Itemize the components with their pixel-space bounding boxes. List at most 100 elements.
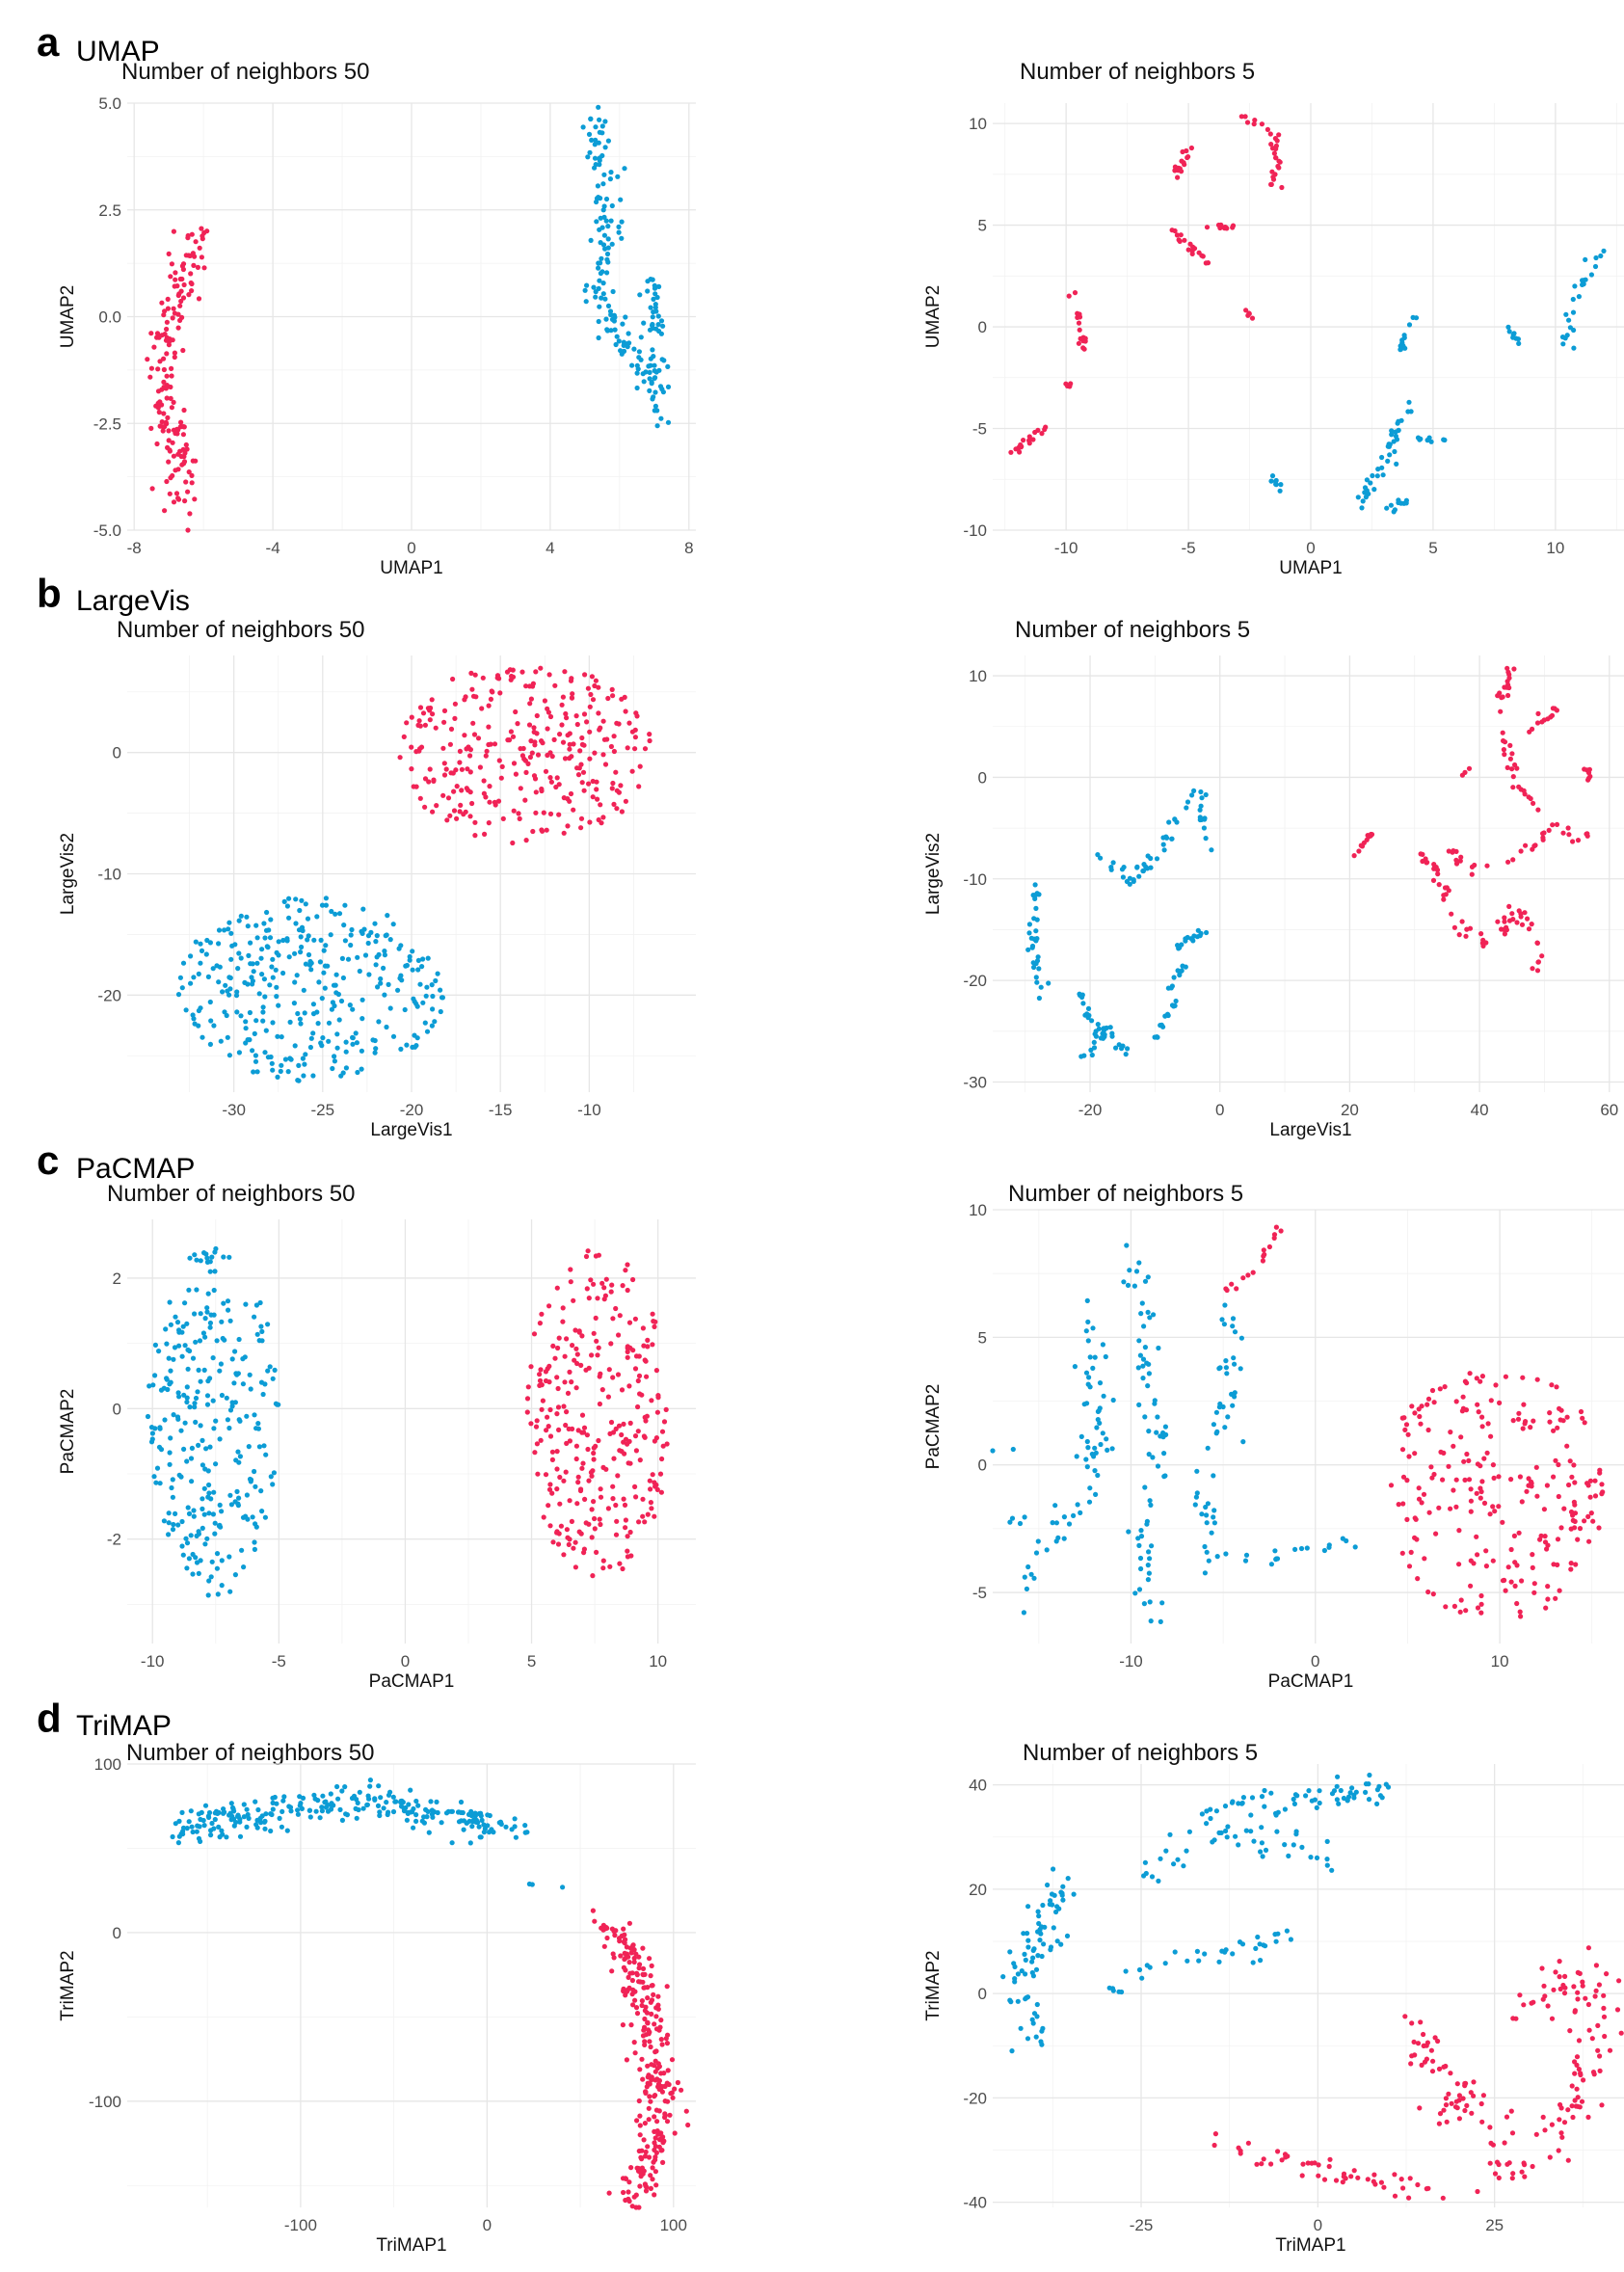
- data-point: [1396, 428, 1401, 434]
- data-point: [1293, 1829, 1299, 1834]
- data-point: [182, 1300, 188, 1306]
- data-point: [1557, 1974, 1562, 1980]
- data-point: [653, 2014, 659, 2019]
- data-point: [398, 1046, 404, 1052]
- data-point: [1268, 1562, 1274, 1567]
- data-point: [608, 170, 614, 175]
- data-point: [588, 691, 594, 698]
- data-point: [653, 1368, 660, 1374]
- data-point: [298, 934, 304, 940]
- data-point: [564, 1527, 571, 1533]
- y-tick-label: 2.5: [98, 201, 121, 220]
- data-point: [616, 1332, 622, 1338]
- data-point: [219, 1828, 225, 1833]
- data-point: [1570, 2114, 1576, 2121]
- data-point: [602, 296, 608, 302]
- data-point: [590, 697, 597, 703]
- data-point: [175, 496, 182, 502]
- data-point: [1008, 449, 1014, 455]
- data-point: [669, 2057, 676, 2063]
- data-point: [1468, 1486, 1474, 1492]
- data-point: [1078, 1510, 1083, 1515]
- data-point: [1404, 1516, 1410, 1522]
- data-point: [467, 747, 473, 753]
- y-tick-label: 10: [969, 667, 987, 685]
- data-point: [1479, 1424, 1485, 1430]
- data-point: [353, 1805, 359, 1811]
- data-point: [193, 458, 199, 464]
- data-point: [602, 145, 608, 150]
- data-point: [1101, 1393, 1106, 1399]
- data-point: [1424, 2186, 1429, 2192]
- data-point: [260, 1004, 266, 1010]
- data-point: [626, 1383, 632, 1389]
- data-point: [653, 308, 659, 314]
- data-point: [647, 737, 652, 744]
- data-point: [592, 1526, 598, 1532]
- data-point: [1575, 1537, 1581, 1542]
- data-point: [621, 1421, 626, 1427]
- y-tick-label: 0: [978, 318, 987, 336]
- data-point: [1504, 665, 1510, 671]
- data-point: [170, 1494, 175, 1500]
- y-tick-label: -10: [963, 521, 987, 540]
- data-point: [238, 1013, 244, 1019]
- data-point: [421, 1814, 427, 1820]
- data-point: [201, 1485, 207, 1491]
- data-point: [420, 956, 426, 962]
- data-point: [1138, 1311, 1144, 1317]
- data-point: [1071, 1512, 1077, 1518]
- data-point: [613, 1305, 619, 1312]
- data-point: [213, 1461, 219, 1467]
- data-point: [432, 1019, 438, 1025]
- data-point: [613, 341, 619, 348]
- data-point: [1530, 1564, 1535, 1570]
- data-point: [1243, 1552, 1250, 1558]
- data-point: [435, 1809, 440, 1816]
- data-point: [1312, 2160, 1318, 2166]
- data-point: [1270, 176, 1277, 182]
- x-tick-label: 20: [1341, 1101, 1359, 1119]
- data-point: [1530, 726, 1535, 733]
- data-point: [586, 781, 592, 787]
- data-point: [579, 735, 585, 741]
- data-point: [1549, 2122, 1555, 2127]
- data-point: [653, 369, 659, 375]
- panel-c-method: PaCMAP: [76, 1153, 195, 1185]
- data-point: [605, 236, 611, 242]
- data-point: [168, 1322, 173, 1327]
- data-point: [1008, 1999, 1014, 2005]
- x-tick-label: 4: [546, 539, 554, 557]
- data-point: [397, 755, 403, 761]
- data-point: [655, 2006, 661, 2012]
- data-point: [1071, 1891, 1077, 1897]
- data-point: [295, 1010, 301, 1017]
- data-point: [658, 331, 665, 336]
- data-point: [511, 808, 517, 814]
- data-point: [611, 1456, 617, 1461]
- data-point: [1340, 2179, 1345, 2185]
- data-point: [205, 1494, 211, 1500]
- data-point: [1144, 1963, 1150, 1968]
- data-point: [167, 1299, 173, 1305]
- data-point: [1426, 435, 1432, 441]
- data-point: [430, 809, 436, 815]
- data-point: [635, 1403, 641, 1410]
- data-point: [520, 745, 526, 752]
- data-point: [554, 775, 560, 781]
- data-point: [1593, 1988, 1599, 1993]
- data-point: [209, 1820, 215, 1827]
- data-point: [654, 2119, 660, 2125]
- data-point: [259, 1328, 265, 1334]
- data-point: [1504, 764, 1510, 771]
- data-point: [1408, 2061, 1414, 2067]
- data-point: [227, 1318, 233, 1323]
- data-point: [385, 913, 390, 919]
- data-point: [1135, 1365, 1141, 1371]
- data-point: [313, 1808, 319, 1814]
- data-point: [1053, 1909, 1059, 1915]
- data-point: [323, 943, 329, 949]
- data-point: [259, 1509, 265, 1514]
- data-point: [236, 950, 242, 956]
- data-point: [598, 1486, 603, 1492]
